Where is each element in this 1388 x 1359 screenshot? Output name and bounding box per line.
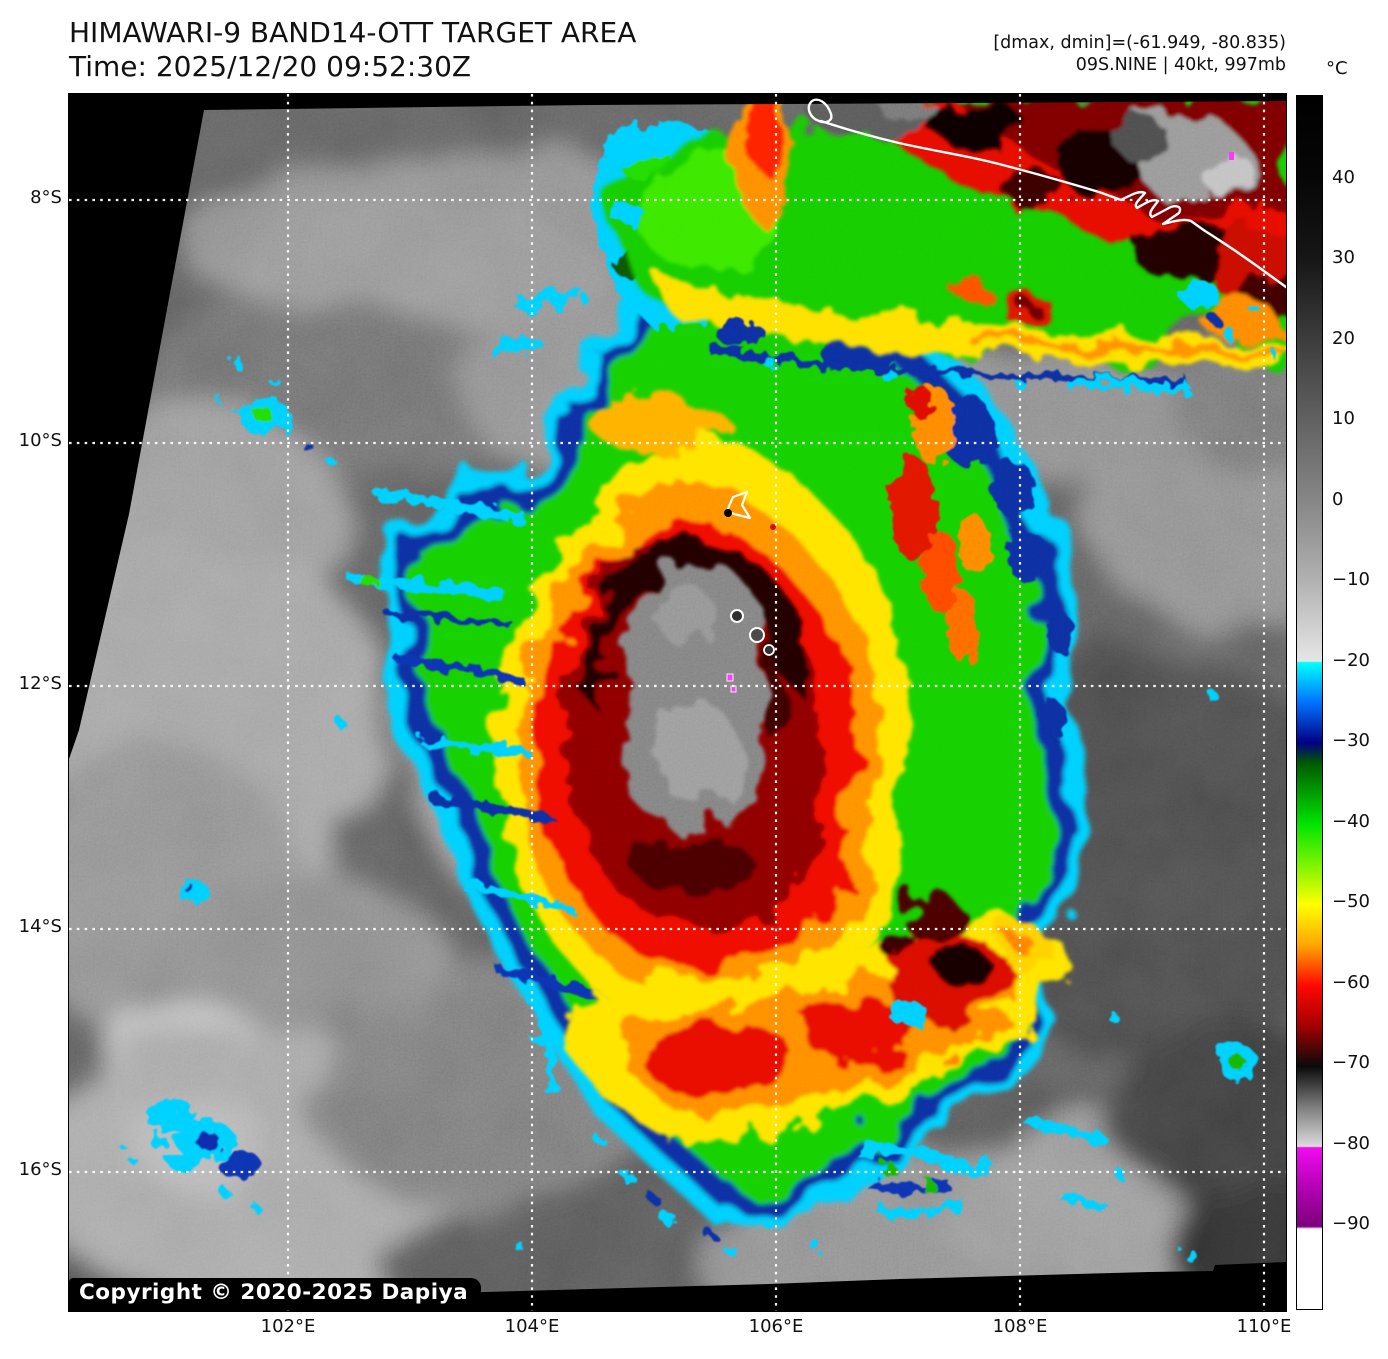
colorbar-gradient <box>1296 95 1323 1310</box>
colorbar-tick-label: 0 <box>1332 489 1344 510</box>
plot-title: HIMAWARI-9 BAND14-OTT TARGET AREA <box>69 16 637 49</box>
storm-info-annotation: 09S.NINE | 40kt, 997mb <box>1075 55 1286 75</box>
colorbar-tick-label: −50 <box>1332 891 1370 912</box>
lon-tick-label: 102°E <box>260 1316 316 1337</box>
plot-timestamp: Time: 2025/12/20 09:52:30Z <box>69 50 472 83</box>
colorbar-tick-label: −40 <box>1332 811 1370 832</box>
colorbar-tick-label: 40 <box>1332 167 1355 188</box>
colorbar-tick-label: −20 <box>1332 650 1370 671</box>
colorbar-tick-label: 30 <box>1332 247 1355 268</box>
lat-tick-label: 10°S <box>18 430 62 451</box>
colorbar-tick-label: −10 <box>1332 569 1370 590</box>
no-data-wedge-top-left <box>69 94 1286 759</box>
colorbar-tick-label: −70 <box>1332 1052 1370 1073</box>
colorbar-tick-label: −90 <box>1332 1213 1370 1234</box>
pixel-grain-texture <box>69 94 1286 1311</box>
copyright-badge: Copyright © 2020-2025 Dapiya <box>69 1278 482 1309</box>
lon-tick-label: 110°E <box>1236 1316 1292 1337</box>
colorbar-tick-label: −30 <box>1332 730 1370 751</box>
lon-tick-label: 104°E <box>504 1316 560 1337</box>
satellite-map-panel: Copyright © 2020-2025 Dapiya <box>68 93 1287 1312</box>
lon-tick-label: 108°E <box>992 1316 1048 1337</box>
lat-tick-label: 14°S <box>18 916 62 937</box>
dmax-dmin-annotation: [dmax, dmin]=(-61.949, -80.835) <box>993 33 1286 53</box>
storm-center-marker <box>724 490 776 530</box>
lon-tick-label: 106°E <box>748 1316 804 1337</box>
satellite-image <box>69 94 1286 1311</box>
colorbar-unit-label: °C <box>1326 58 1348 79</box>
colorbar-tick-label: 10 <box>1332 408 1355 429</box>
header: HIMAWARI-9 BAND14-OTT TARGET AREA Time: … <box>69 16 636 84</box>
lat-tick-label: 16°S <box>18 1159 62 1180</box>
colorbar-tick-label: −60 <box>1332 972 1370 993</box>
eye-cold-overshoot-dots <box>726 609 775 693</box>
colorbar-tick-label: 20 <box>1332 328 1355 349</box>
colorbar-tick-label: −80 <box>1332 1133 1370 1154</box>
header-annotations: [dmax, dmin]=(-61.949, -80.835) 09S.NINE… <box>993 32 1286 76</box>
lat-tick-label: 8°S <box>30 187 62 208</box>
lat-tick-label: 12°S <box>18 673 62 694</box>
coastline <box>807 98 1286 289</box>
gridlines <box>69 94 1286 1311</box>
